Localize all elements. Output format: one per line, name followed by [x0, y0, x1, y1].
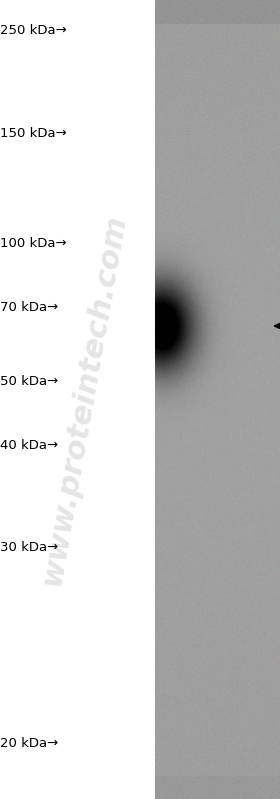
Text: 30 kDa→: 30 kDa→ — [0, 541, 58, 554]
Text: 250 kDa→: 250 kDa→ — [0, 24, 67, 37]
Text: 150 kDa→: 150 kDa→ — [0, 127, 67, 140]
Text: 70 kDa→: 70 kDa→ — [0, 301, 58, 314]
Text: 100 kDa→: 100 kDa→ — [0, 237, 67, 250]
Text: www.proteintech.com: www.proteintech.com — [37, 212, 131, 587]
Text: 20 kDa→: 20 kDa→ — [0, 737, 58, 749]
Text: 40 kDa→: 40 kDa→ — [0, 439, 58, 452]
Text: 50 kDa→: 50 kDa→ — [0, 376, 58, 388]
